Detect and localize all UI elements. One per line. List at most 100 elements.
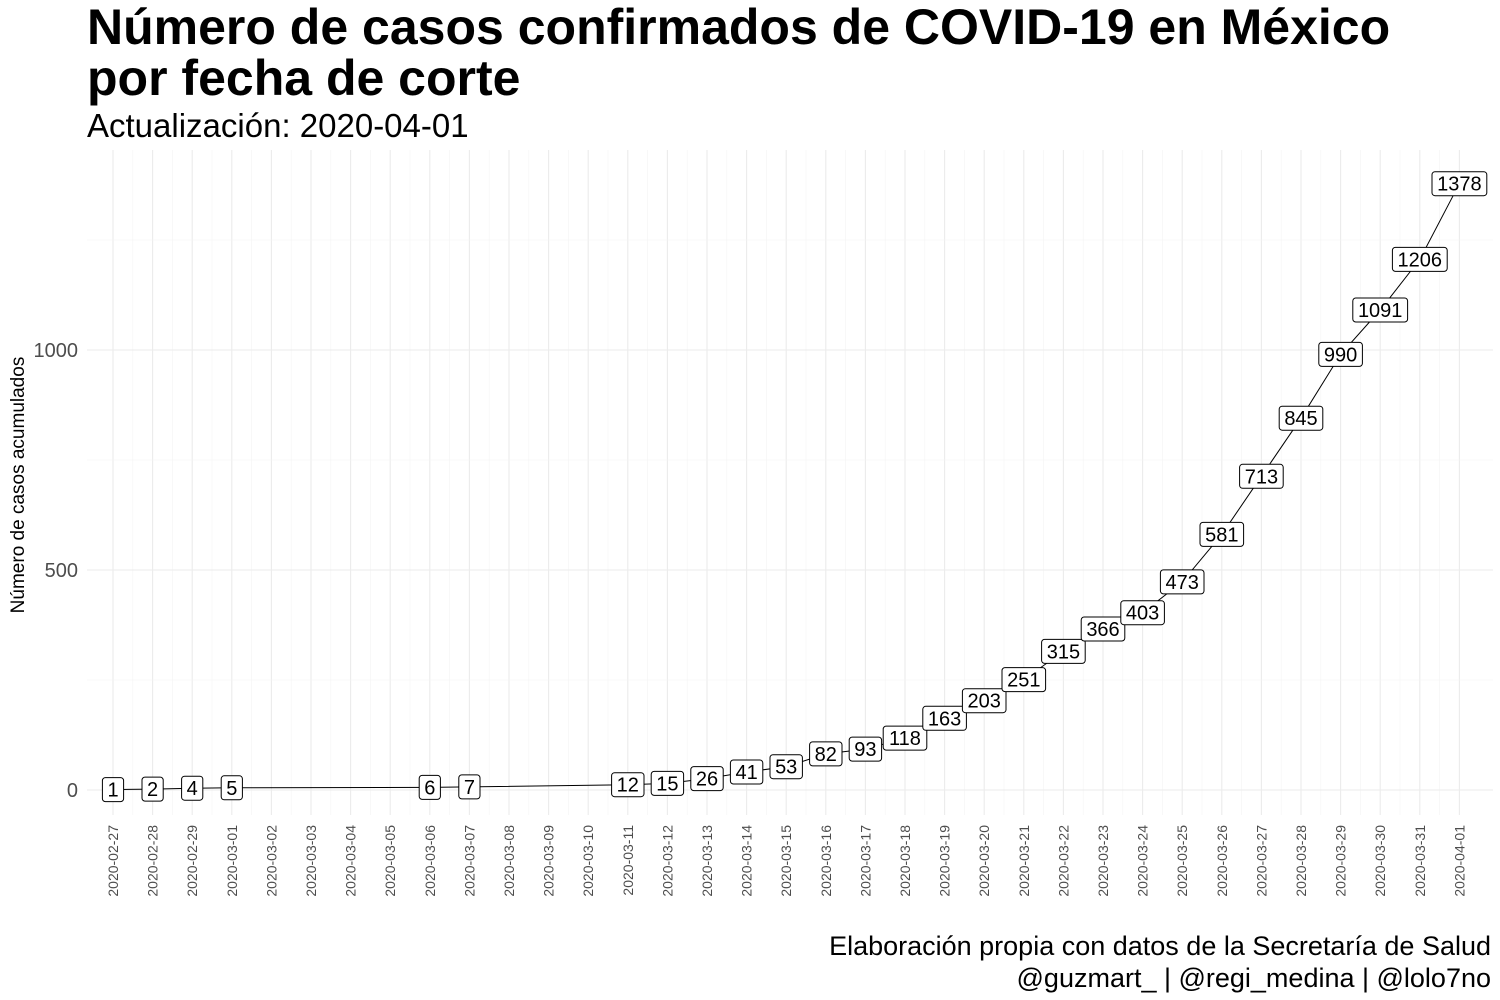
data-label-box <box>809 741 843 767</box>
data-label-text: 1091 <box>1358 300 1403 322</box>
data-label-box <box>1120 600 1165 626</box>
grid <box>87 150 1493 815</box>
chart-title-line-2: por fecha de corte <box>87 50 521 106</box>
data-label-box <box>1391 246 1448 272</box>
data-label-text: 713 <box>1245 466 1278 488</box>
x-tick-label: 2020-03-15 <box>778 825 794 897</box>
x-tick-label: 2020-03-01 <box>224 825 240 897</box>
data-label-box <box>848 736 883 762</box>
x-tick-label: 2020-02-27 <box>105 825 121 897</box>
data-label-box <box>141 776 164 802</box>
data-label-box <box>1431 171 1488 197</box>
x-tick-label: 2020-03-11 <box>620 825 636 896</box>
data-label-text: 1378 <box>1437 174 1482 196</box>
data-label-text: 403 <box>1126 603 1159 625</box>
x-tick-label: 2020-02-29 <box>184 825 200 897</box>
data-label-text: 93 <box>854 739 876 761</box>
data-label: 53 <box>769 754 803 780</box>
caption-line-2: @guzmart_ | @regi_medina | @lolo7no <box>1016 963 1491 993</box>
x-tick-label: 2020-03-25 <box>1174 825 1190 897</box>
data-label: 2 <box>141 776 164 802</box>
data-label-box <box>1199 521 1245 547</box>
data-label-text: 5 <box>226 778 237 800</box>
x-tick-label: 2020-03-04 <box>343 825 359 897</box>
data-label-box <box>1041 638 1086 664</box>
data-label-box <box>1080 616 1126 642</box>
data-label-box <box>961 688 1007 714</box>
data-label-text: 1 <box>107 780 118 802</box>
x-tick-label: 2020-03-13 <box>699 825 715 897</box>
data-label-text: 203 <box>968 691 1001 713</box>
data-label-box <box>650 770 685 796</box>
x-tick-label: 2020-03-17 <box>857 825 873 897</box>
x-tick-label: 2020-03-20 <box>976 825 992 897</box>
x-tick-label: 2020-03-27 <box>1253 825 1269 897</box>
x-tick-label: 2020-03-08 <box>501 825 517 897</box>
data-label: 203 <box>961 688 1007 714</box>
data-label-box <box>101 777 125 803</box>
data-label-text: 82 <box>815 744 837 766</box>
x-tick-label: 2020-03-28 <box>1293 825 1309 897</box>
data-label: 7 <box>458 774 481 800</box>
data-label: 15 <box>650 770 685 796</box>
data-label-box <box>769 754 803 780</box>
data-label-box <box>181 775 204 801</box>
data-label-box <box>1278 405 1324 431</box>
x-tick-label: 2020-03-21 <box>1016 825 1032 897</box>
x-tick-label: 2020-03-22 <box>1055 825 1071 897</box>
data-label: 5 <box>220 775 243 801</box>
data-label: 41 <box>729 759 764 785</box>
data-label-text: 581 <box>1205 524 1238 546</box>
data-label-text: 163 <box>928 708 961 730</box>
x-tick-label: 2020-03-29 <box>1333 825 1349 897</box>
data-label: 473 <box>1159 569 1205 595</box>
data-label: 581 <box>1199 521 1245 547</box>
data-label-text: 7 <box>464 777 475 799</box>
data-label: 1378 <box>1431 171 1488 197</box>
data-label-box <box>1159 569 1205 595</box>
data-label-box <box>690 766 724 792</box>
data-label-box <box>220 775 243 801</box>
data-label-box <box>922 705 967 731</box>
data-label: 163 <box>922 705 967 731</box>
x-tick-label: 2020-03-05 <box>382 825 398 897</box>
y-axis-title: Número de casos acumulados <box>8 357 29 614</box>
data-label-box <box>1318 341 1363 367</box>
x-tick-label: 2020-03-10 <box>580 825 596 897</box>
x-tick-label: 2020-03-30 <box>1372 825 1388 897</box>
data-label-text: 366 <box>1086 619 1119 641</box>
data-label-box <box>1352 297 1409 323</box>
data-label: 82 <box>809 741 843 767</box>
x-tick-label: 2020-02-28 <box>145 825 161 897</box>
data-label-text: 4 <box>187 778 198 800</box>
data-label: 1091 <box>1352 297 1409 323</box>
y-tick-label: 1000 <box>34 340 79 362</box>
y-tick-label: 500 <box>45 560 78 582</box>
y-tick-label: 0 <box>67 780 78 802</box>
data-label-text: 1206 <box>1398 249 1443 271</box>
caption-line-1: Elaboración propia con datos de la Secre… <box>829 931 1491 961</box>
data-label-text: 2 <box>147 779 158 801</box>
data-label-box <box>1239 463 1284 489</box>
data-label-box <box>1001 667 1047 693</box>
x-tick-label: 2020-03-19 <box>937 825 953 897</box>
data-label-text: 12 <box>617 775 639 797</box>
x-tick-label: 2020-03-31 <box>1412 825 1428 897</box>
data-label-text: 990 <box>1324 344 1357 366</box>
caption: Elaboración propia con datos de la Secre… <box>829 930 1491 994</box>
data-label: 12 <box>611 772 645 798</box>
data-label-text: 41 <box>735 762 757 784</box>
data-label-text: 15 <box>656 773 678 795</box>
data-label-text: 26 <box>696 769 718 791</box>
data-label: 93 <box>848 736 883 762</box>
x-tick-label: 2020-03-23 <box>1095 825 1111 897</box>
data-label-text: 845 <box>1284 408 1317 430</box>
data-label-text: 6 <box>424 777 435 799</box>
data-label-box <box>729 759 764 785</box>
x-axis: 2020-02-27 2020-02-28 2020-02-29 2020-03-01… <box>105 825 1467 897</box>
x-tick-label: 2020-03-06 <box>422 825 438 897</box>
data-label-text: 315 <box>1047 641 1080 663</box>
y-axis: 0 500 1000 <box>34 340 79 802</box>
